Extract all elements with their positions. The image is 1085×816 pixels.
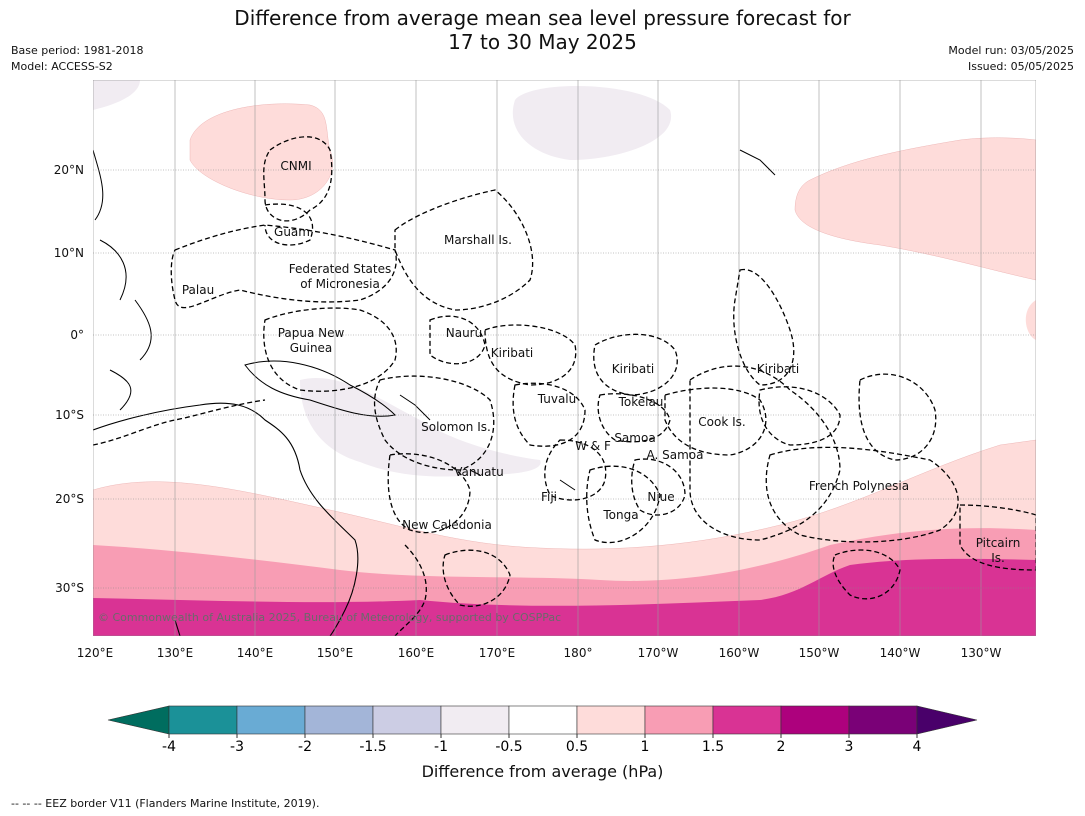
- label-new-caledonia: New Caledonia: [402, 518, 492, 532]
- lon-label: 150°W: [799, 646, 840, 660]
- label-palau: Palau: [182, 283, 214, 297]
- label-french-polynesia: French Polynesia: [809, 479, 909, 493]
- colorbar-swatch: [168, 705, 238, 735]
- issued-date: Issued: 05/05/2025: [967, 60, 1074, 73]
- lon-label: 130°W: [961, 646, 1002, 660]
- longitude-labels: 120°E 130°E 140°E 150°E 160°E 170°E 180°…: [77, 646, 1002, 660]
- lat-label: 10°S: [55, 408, 84, 422]
- map-title: Difference from average mean sea level p…: [0, 6, 1085, 54]
- colorbar-title: Difference from average (hPa): [421, 762, 664, 781]
- colorbar-ticks: -4 -3 -2 -1.5 -1 -0.5 0.5 1 1.5 2 3 4: [162, 734, 922, 755]
- colorbar-tick-label: -2: [298, 739, 312, 755]
- lon-label: 120°E: [77, 646, 114, 660]
- label-tuvalu: Tuvalu: [537, 392, 577, 406]
- colorbar: -4 -3 -2 -1.5 -1 -0.5 0.5 1 1.5 2 3 4: [107, 705, 978, 755]
- label-png-1: Papua New: [278, 326, 345, 340]
- colorbar-under-arrow: [107, 705, 170, 735]
- colorbar-tick-label: -4: [162, 739, 176, 755]
- colorbar-segments: [168, 705, 918, 735]
- label-fsm-2: of Micronesia: [300, 277, 380, 291]
- label-fsm-1: Federated States: [289, 262, 391, 276]
- label-solomon: Solomon Is.: [421, 420, 491, 434]
- colorbar-tick-label: 4: [913, 739, 922, 755]
- colorbar-swatch: [304, 705, 374, 735]
- colorbar-tick-label: 3: [845, 739, 854, 755]
- colorbar-swatch: [508, 705, 578, 735]
- lon-label: 160°E: [398, 646, 435, 660]
- colorbar-swatch: [372, 705, 442, 735]
- eez-footnote: -- -- -- EEZ border V11 (Flanders Marine…: [11, 797, 320, 810]
- lon-label: 140°W: [880, 646, 921, 660]
- colorbar-tick-label: 2: [777, 739, 786, 755]
- colorbar-swatch: [236, 705, 306, 735]
- label-pitcairn-1: Pitcairn: [976, 536, 1021, 550]
- label-kiribati-west: Kiribati: [491, 346, 533, 360]
- colorbar-swatch: [440, 705, 510, 735]
- label-vanuatu: Vanuatu: [454, 465, 504, 479]
- meta-right: Model run: 03/05/2025 Issued: 05/05/2025: [948, 43, 1074, 75]
- lat-label: 20°S: [55, 492, 84, 506]
- lon-label: 140°E: [237, 646, 274, 660]
- copyright-note: © Commonwealth of Australia 2025, Bureau…: [98, 611, 561, 624]
- lon-label: 170°E: [479, 646, 516, 660]
- model-run: Model run: 03/05/2025: [948, 44, 1074, 57]
- colorbar-swatch: [848, 705, 918, 735]
- title-line-2: 17 to 30 May 2025: [448, 30, 637, 54]
- label-tokelau: Tokelau: [618, 395, 664, 409]
- eez-borders: [93, 136, 1036, 636]
- longitude-gridlines: [174, 80, 982, 636]
- latitude-gridlines: [93, 169, 1036, 589]
- label-guam: Guam: [274, 225, 310, 239]
- label-samoa: Samoa: [614, 431, 655, 445]
- lon-label: 160°W: [719, 646, 760, 660]
- colorbar-tick-label: 1: [641, 739, 650, 755]
- label-kiribati-east: Kiribati: [757, 362, 799, 376]
- colorbar-tick-label: -0.5: [495, 739, 522, 755]
- latitude-labels: 20°N 10°N 0° 10°S 20°S 30°S: [54, 163, 84, 595]
- label-wf: W & F: [575, 439, 611, 453]
- lon-label: 130°E: [157, 646, 194, 660]
- base-period: Base period: 1981-2018: [11, 44, 144, 57]
- lon-label: 150°E: [317, 646, 354, 660]
- lat-label: 10°N: [54, 246, 84, 260]
- label-asamoa: A. Samoa: [647, 448, 704, 462]
- label-cnmi: CNMI: [280, 159, 311, 173]
- label-png-2: Guinea: [290, 341, 333, 355]
- colorbar-tick-label: 0.5: [566, 739, 588, 755]
- label-cook: Cook Is.: [698, 415, 745, 429]
- colorbar-swatch: [712, 705, 782, 735]
- label-pitcairn-2: Is.: [991, 551, 1005, 565]
- label-niue: Niue: [647, 490, 674, 504]
- meta-left: Base period: 1981-2018 Model: ACCESS-S2: [11, 43, 143, 75]
- label-fiji: Fiji: [541, 490, 557, 504]
- colorbar-tick-label: -3: [230, 739, 244, 755]
- lat-label: 0°: [70, 328, 84, 342]
- title-line-1: Difference from average mean sea level p…: [234, 6, 851, 30]
- label-kiribati-central: Kiribati: [612, 362, 654, 376]
- colorbar-tick-label: -1.5: [359, 739, 386, 755]
- label-marshall: Marshall Is.: [444, 233, 512, 247]
- model-name: Model: ACCESS-S2: [11, 60, 113, 73]
- colorbar-swatch: [576, 705, 646, 735]
- label-nauru: Nauru: [446, 326, 482, 340]
- colorbar-tick-label: -1: [434, 739, 448, 755]
- colorbar-tick-label: 1.5: [702, 739, 724, 755]
- lat-label: 20°N: [54, 163, 84, 177]
- colorbar-swatch: [644, 705, 714, 735]
- colorbar-over-arrow: [916, 705, 978, 735]
- colorbar-swatch: [780, 705, 850, 735]
- anomaly-field: [93, 80, 1036, 636]
- label-tonga: Tonga: [602, 508, 638, 522]
- lon-label: 180°: [564, 646, 593, 660]
- lat-label: 30°S: [55, 581, 84, 595]
- lon-label: 170°W: [638, 646, 679, 660]
